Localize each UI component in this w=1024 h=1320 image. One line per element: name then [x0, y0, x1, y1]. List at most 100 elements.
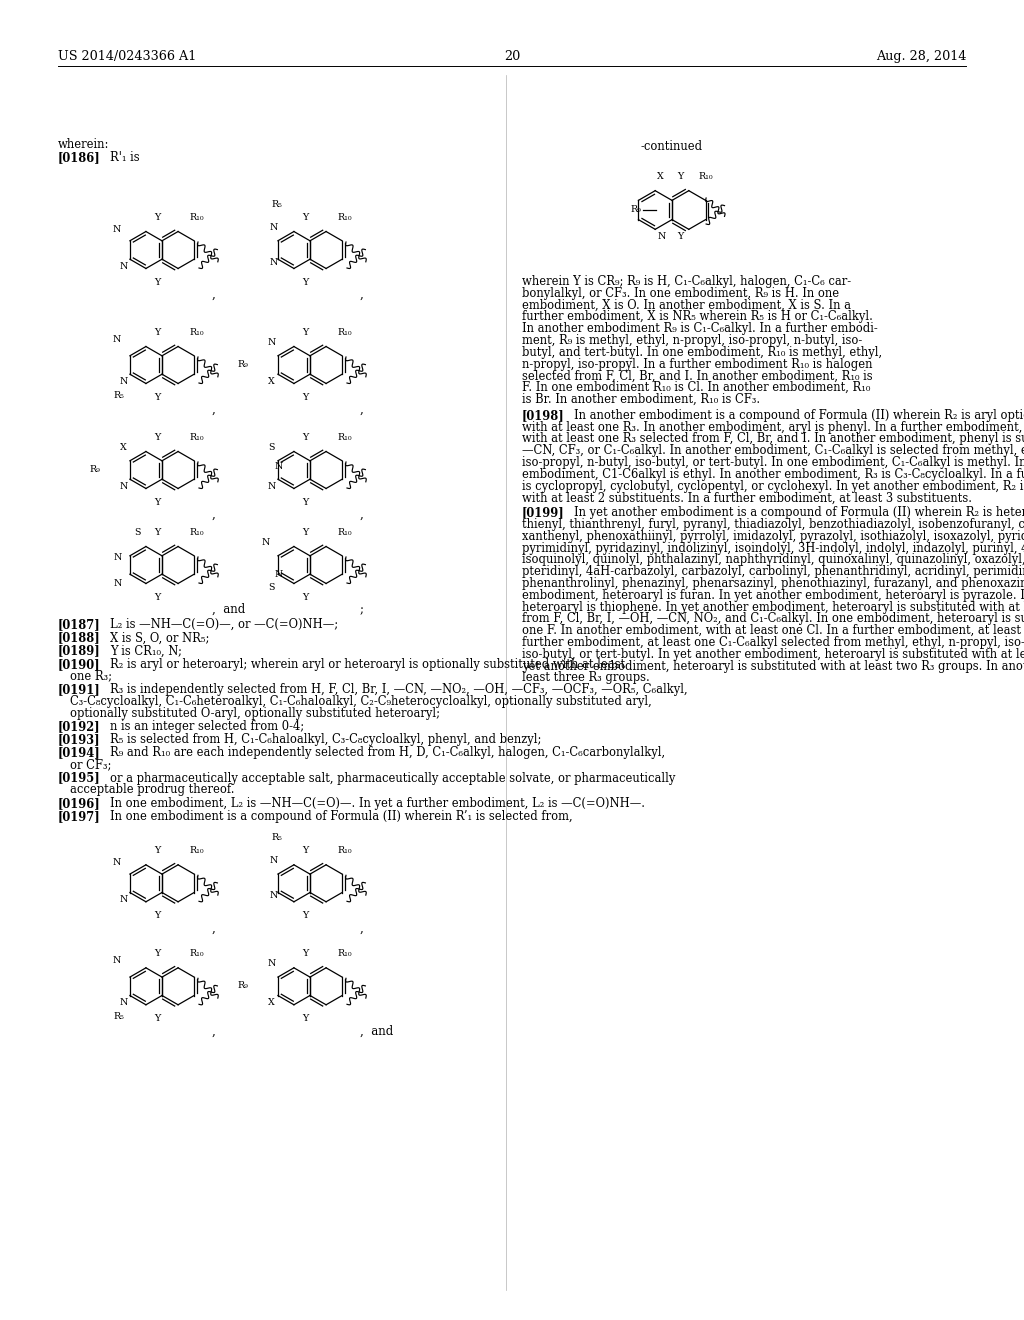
Text: R₅: R₅ — [114, 1012, 125, 1022]
Text: least three R₃ groups.: least three R₃ groups. — [522, 672, 650, 684]
Text: pteridinyl, 4aH-carbazolyl, carbazolyl, carbolinyl, phenanthridinyl, acridinyl, : pteridinyl, 4aH-carbazolyl, carbazolyl, … — [522, 565, 1024, 578]
Text: N: N — [268, 338, 276, 347]
Text: —CN, CF₃, or C₁-C₆alkyl. In another embodiment, C₁-C₆alkyl is selected from meth: —CN, CF₃, or C₁-C₆alkyl. In another embo… — [522, 445, 1024, 457]
Text: N: N — [268, 960, 276, 969]
Text: embodiment, X is O. In another embodiment, X is S. In a: embodiment, X is O. In another embodimen… — [522, 298, 851, 312]
Text: with at least one R₃ selected from F, Cl, Br, and I. In another embodiment, phen: with at least one R₃ selected from F, Cl… — [522, 433, 1024, 445]
Text: R₁₀: R₁₀ — [337, 528, 351, 537]
Text: thienyl, thianthrenyl, furyl, pyranyl, thiadiazolyl, benzothiadiazolyl, isobenzo: thienyl, thianthrenyl, furyl, pyranyl, t… — [522, 517, 1024, 531]
Text: N: N — [120, 998, 128, 1007]
Text: [0199]: [0199] — [522, 506, 565, 519]
Text: In yet another embodiment is a compound of Formula (II) wherein R₂ is heteroaryl: In yet another embodiment is a compound … — [574, 506, 1024, 519]
Text: X: X — [657, 172, 664, 181]
Text: is Br. In another embodiment, R₁₀ is CF₃.: is Br. In another embodiment, R₁₀ is CF₃… — [522, 393, 760, 407]
Text: Y: Y — [302, 279, 308, 286]
Text: iso-butyl, or tert-butyl. In yet another embodiment, heteroaryl is substituted w: iso-butyl, or tert-butyl. In yet another… — [522, 648, 1024, 661]
Text: R₅ is selected from H, C₁-C₆haloalkyl, C₃-C₈cycloalkyl, phenyl, and benzyl;: R₅ is selected from H, C₁-C₆haloalkyl, C… — [110, 733, 542, 746]
Text: S: S — [134, 528, 140, 537]
Text: further embodiment, X is NR₅ wherein R₅ is H or C₁-C₆alkyl.: further embodiment, X is NR₅ wherein R₅ … — [522, 310, 872, 323]
Text: Y: Y — [154, 949, 160, 958]
Text: N: N — [120, 482, 128, 491]
Text: Y: Y — [302, 433, 308, 442]
Text: [0193]: [0193] — [58, 733, 100, 746]
Text: is cyclopropyl, cyclobutyl, cyclopentyl, or cyclohexyl. In yet another embodimen: is cyclopropyl, cyclobutyl, cyclopentyl,… — [522, 479, 1024, 492]
Text: Y: Y — [154, 213, 160, 222]
Text: Y: Y — [302, 949, 308, 958]
Text: phenanthrolinyl, phenazinyl, phenarsazinyl, phenothiazinyl, furazanyl, and pheno: phenanthrolinyl, phenazinyl, phenarsazin… — [522, 577, 1024, 590]
Text: ,: , — [360, 288, 364, 301]
Text: R₉: R₉ — [90, 465, 101, 474]
Text: N: N — [270, 857, 279, 866]
Text: N: N — [270, 223, 279, 232]
Text: R₁₀: R₁₀ — [337, 213, 351, 222]
Text: L₂ is —NH—C(=O)—, or —C(=O)NH—;: L₂ is —NH—C(=O)—, or —C(=O)NH—; — [110, 618, 338, 631]
Text: R₉: R₉ — [238, 360, 249, 370]
Text: [0195]: [0195] — [58, 772, 100, 784]
Text: one F. In another embodiment, with at least one Cl. In a further embodiment, at : one F. In another embodiment, with at le… — [522, 624, 1024, 638]
Text: [0197]: [0197] — [58, 810, 100, 822]
Text: R₁₀: R₁₀ — [189, 528, 204, 537]
Text: Y: Y — [154, 846, 160, 855]
Text: N: N — [120, 378, 128, 385]
Text: ,: , — [212, 288, 216, 301]
Text: In one embodiment is a compound of Formula (II) wherein R’₁ is selected from,: In one embodiment is a compound of Formu… — [110, 810, 572, 822]
Text: Y: Y — [677, 232, 683, 242]
Text: butyl, and tert-butyl. In one embodiment, R₁₀ is methyl, ethyl,: butyl, and tert-butyl. In one embodiment… — [522, 346, 882, 359]
Text: wherein Y is CR₉; R₉ is H, C₁-C₆alkyl, halogen, C₁-C₆ car-: wherein Y is CR₉; R₉ is H, C₁-C₆alkyl, h… — [522, 275, 851, 288]
Text: R₁₀: R₁₀ — [189, 846, 204, 855]
Text: Y: Y — [154, 593, 160, 602]
Text: ,: , — [212, 403, 216, 416]
Text: Y: Y — [302, 327, 308, 337]
Text: X: X — [268, 378, 274, 385]
Text: R₁₀: R₁₀ — [189, 433, 204, 442]
Text: ment, R₉ is methyl, ethyl, n-propyl, iso-propyl, n-butyl, iso-: ment, R₉ is methyl, ethyl, n-propyl, iso… — [522, 334, 862, 347]
Text: R'₁ is: R'₁ is — [110, 150, 139, 164]
Text: R₁₀: R₁₀ — [189, 213, 204, 222]
Text: N: N — [114, 579, 123, 587]
Text: S: S — [268, 583, 274, 591]
Text: N: N — [262, 539, 270, 546]
Text: Y: Y — [302, 498, 308, 507]
Text: R₃ is independently selected from H, F, Cl, Br, I, —CN, —NO₂, —OH, —CF₃, —OCF₃, : R₃ is independently selected from H, F, … — [110, 682, 688, 696]
Text: [0186]: [0186] — [58, 150, 100, 164]
Text: optionally substituted O-aryl, optionally substituted heteroaryl;: optionally substituted O-aryl, optionall… — [70, 706, 440, 719]
Text: n is an integer selected from 0-4;: n is an integer selected from 0-4; — [110, 719, 304, 733]
Text: Y: Y — [154, 433, 160, 442]
Text: Y: Y — [302, 393, 308, 403]
Text: with at least one R₃. In another embodiment, aryl is phenyl. In a further embodi: with at least one R₃. In another embodim… — [522, 421, 1024, 433]
Text: or a pharmaceutically acceptable salt, pharmaceutically acceptable solvate, or p: or a pharmaceutically acceptable salt, p… — [110, 772, 676, 784]
Text: Y: Y — [154, 1014, 160, 1023]
Text: N: N — [657, 232, 666, 242]
Text: Aug. 28, 2014: Aug. 28, 2014 — [876, 50, 966, 63]
Text: N: N — [114, 553, 123, 562]
Text: R₉ and R₁₀ are each independently selected from H, D, C₁-C₆alkyl, halogen, C₁-C₆: R₉ and R₁₀ are each independently select… — [110, 747, 666, 759]
Text: N: N — [120, 895, 128, 904]
Text: N: N — [113, 224, 122, 234]
Text: R₅: R₅ — [272, 833, 283, 842]
Text: -continued: -continued — [641, 140, 703, 153]
Text: US 2014/0243366 A1: US 2014/0243366 A1 — [58, 50, 197, 63]
Text: ,: , — [360, 403, 364, 416]
Text: N: N — [113, 956, 122, 965]
Text: In one embodiment, L₂ is —NH—C(=O)—. In yet a further embodiment, L₂ is —C(=O)NH: In one embodiment, L₂ is —NH—C(=O)—. In … — [110, 797, 645, 809]
Text: N: N — [113, 335, 122, 345]
Text: R₁₀: R₁₀ — [698, 172, 714, 181]
Text: bonylalkyl, or CF₃. In one embodiment, R₉ is H. In one: bonylalkyl, or CF₃. In one embodiment, R… — [522, 286, 839, 300]
Text: Y: Y — [302, 1014, 308, 1023]
Text: ,: , — [212, 508, 216, 521]
Text: R₉: R₉ — [238, 981, 249, 990]
Text: S: S — [268, 444, 274, 451]
Text: N: N — [120, 261, 128, 271]
Text: [0191]: [0191] — [58, 682, 100, 696]
Text: Y: Y — [302, 528, 308, 537]
Text: X: X — [120, 444, 127, 451]
Text: Y: Y — [154, 528, 160, 537]
Text: embodiment, heteroaryl is furan. In yet another embodiment, heteroaryl is pyrazo: embodiment, heteroaryl is furan. In yet … — [522, 589, 1024, 602]
Text: [0190]: [0190] — [58, 657, 100, 671]
Text: 20: 20 — [504, 50, 520, 63]
Text: Y: Y — [154, 393, 160, 403]
Text: or CF₃;: or CF₃; — [70, 758, 112, 771]
Text: ,  and: , and — [360, 1024, 393, 1038]
Text: wherein:: wherein: — [58, 139, 110, 150]
Text: Y: Y — [154, 911, 160, 920]
